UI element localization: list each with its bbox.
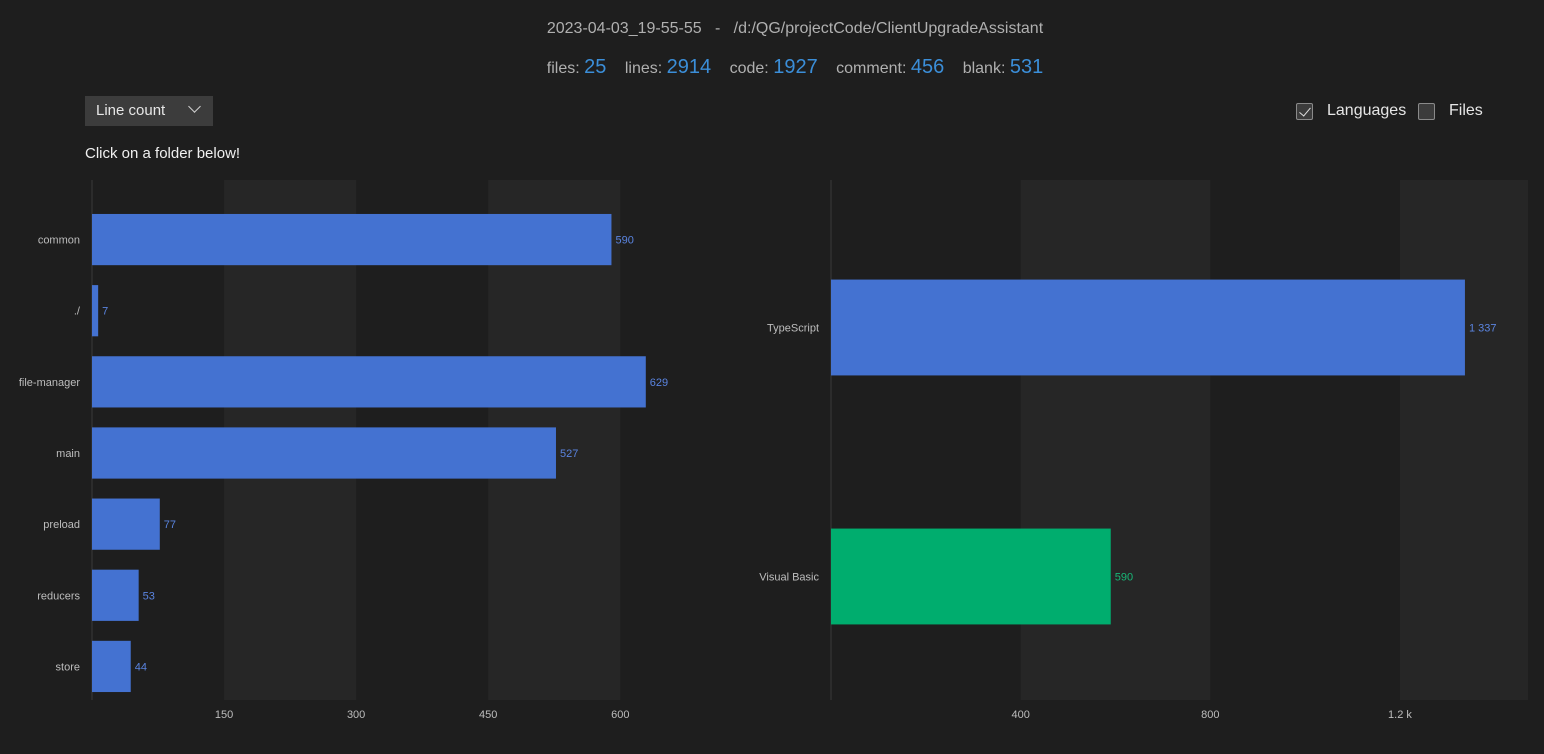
bar-preload[interactable] bbox=[92, 498, 160, 550]
value-label: 629 bbox=[650, 377, 668, 389]
bar-reducers[interactable] bbox=[92, 569, 139, 621]
value-label: 7 bbox=[102, 306, 108, 318]
files-checkbox[interactable] bbox=[1418, 102, 1435, 120]
value-label: 1 337 bbox=[1469, 323, 1497, 335]
stat-label: lines: bbox=[624, 60, 663, 77]
category-label: file-manager bbox=[19, 377, 80, 389]
value-label: 77 bbox=[164, 519, 176, 531]
bar-store[interactable] bbox=[92, 640, 131, 693]
stat-value: 531 bbox=[1009, 56, 1044, 78]
grid-stripe bbox=[1399, 180, 1528, 700]
bar-typescript[interactable] bbox=[831, 279, 1465, 376]
stat-lines: lines: 2914 bbox=[624, 56, 711, 78]
metric-dropdown[interactable]: Line count bbox=[85, 96, 213, 126]
stat-files: files: 25 bbox=[546, 56, 607, 78]
bar-[interactable] bbox=[92, 285, 99, 337]
bar-common[interactable] bbox=[92, 213, 612, 266]
report-header: 2023-04-03_19-55-55 - /d:/QG/projectCode… bbox=[0, 20, 1544, 38]
value-label: 590 bbox=[615, 235, 633, 247]
languages-checkbox[interactable] bbox=[1296, 102, 1313, 120]
x-tick-label: 450 bbox=[479, 709, 497, 721]
stat-value: 1927 bbox=[773, 56, 818, 78]
stat-value: 25 bbox=[584, 56, 607, 78]
metric-dropdown-value: Line count bbox=[96, 102, 166, 119]
stat-label: code: bbox=[729, 60, 769, 77]
value-label: 44 bbox=[135, 661, 147, 673]
x-tick-label: 300 bbox=[347, 709, 365, 721]
folder-hint: Click on a folder below! bbox=[85, 145, 241, 162]
category-label: ./ bbox=[74, 306, 81, 318]
bar-file-manager[interactable] bbox=[92, 356, 646, 408]
category-label: reducers bbox=[37, 590, 80, 602]
x-tick-label: 600 bbox=[611, 709, 629, 721]
value-label: 590 bbox=[1115, 572, 1133, 584]
stat-code: code: 1927 bbox=[729, 56, 818, 78]
stat-label: comment: bbox=[836, 60, 907, 77]
bar-main[interactable] bbox=[92, 427, 556, 479]
files-toggle[interactable]: Files bbox=[1418, 100, 1483, 122]
languages-label: Languages bbox=[1327, 102, 1407, 119]
x-tick-label: 400 bbox=[1011, 709, 1029, 721]
x-tick-label: 800 bbox=[1201, 709, 1219, 721]
category-label: preload bbox=[43, 519, 80, 531]
category-label: main bbox=[56, 448, 80, 460]
stat-label: files: bbox=[546, 60, 580, 77]
x-tick-label: 1.2 k bbox=[1388, 709, 1412, 721]
stat-value: 2914 bbox=[666, 56, 712, 78]
stat-blank: blank: 531 bbox=[962, 56, 1044, 78]
languages-toggle[interactable]: Languages bbox=[1296, 100, 1406, 122]
project-path: /d:/QG/projectCode/ClientUpgradeAssistan… bbox=[733, 20, 1044, 37]
language-chart: 400 800 1.2 k TypeScript 1 337 Visual Basic 59… bbox=[759, 180, 1528, 721]
stat-label: blank: bbox=[962, 60, 1006, 77]
value-label: 53 bbox=[143, 590, 155, 602]
category-label: TypeScript bbox=[767, 323, 819, 335]
header-separator: - bbox=[714, 20, 721, 37]
x-tick-label: 150 bbox=[215, 709, 233, 721]
category-label: Visual Basic bbox=[759, 572, 819, 584]
value-label: 527 bbox=[560, 448, 578, 460]
files-label: Files bbox=[1449, 102, 1483, 119]
report-timestamp: 2023-04-03_19-55-55 bbox=[546, 20, 702, 37]
category-label: store bbox=[56, 661, 80, 673]
stat-value: 456 bbox=[910, 56, 945, 78]
stats-summary: files: 25 lines: 2914 code: 1927 comment… bbox=[0, 56, 1544, 79]
bar-visual-basic[interactable] bbox=[831, 528, 1111, 625]
category-label: common bbox=[38, 235, 80, 247]
stat-comment: comment: 456 bbox=[836, 56, 944, 78]
folder-chart: 150 300 450 600 common 590 ./ 7 file-manager 629 m… bbox=[19, 180, 668, 721]
